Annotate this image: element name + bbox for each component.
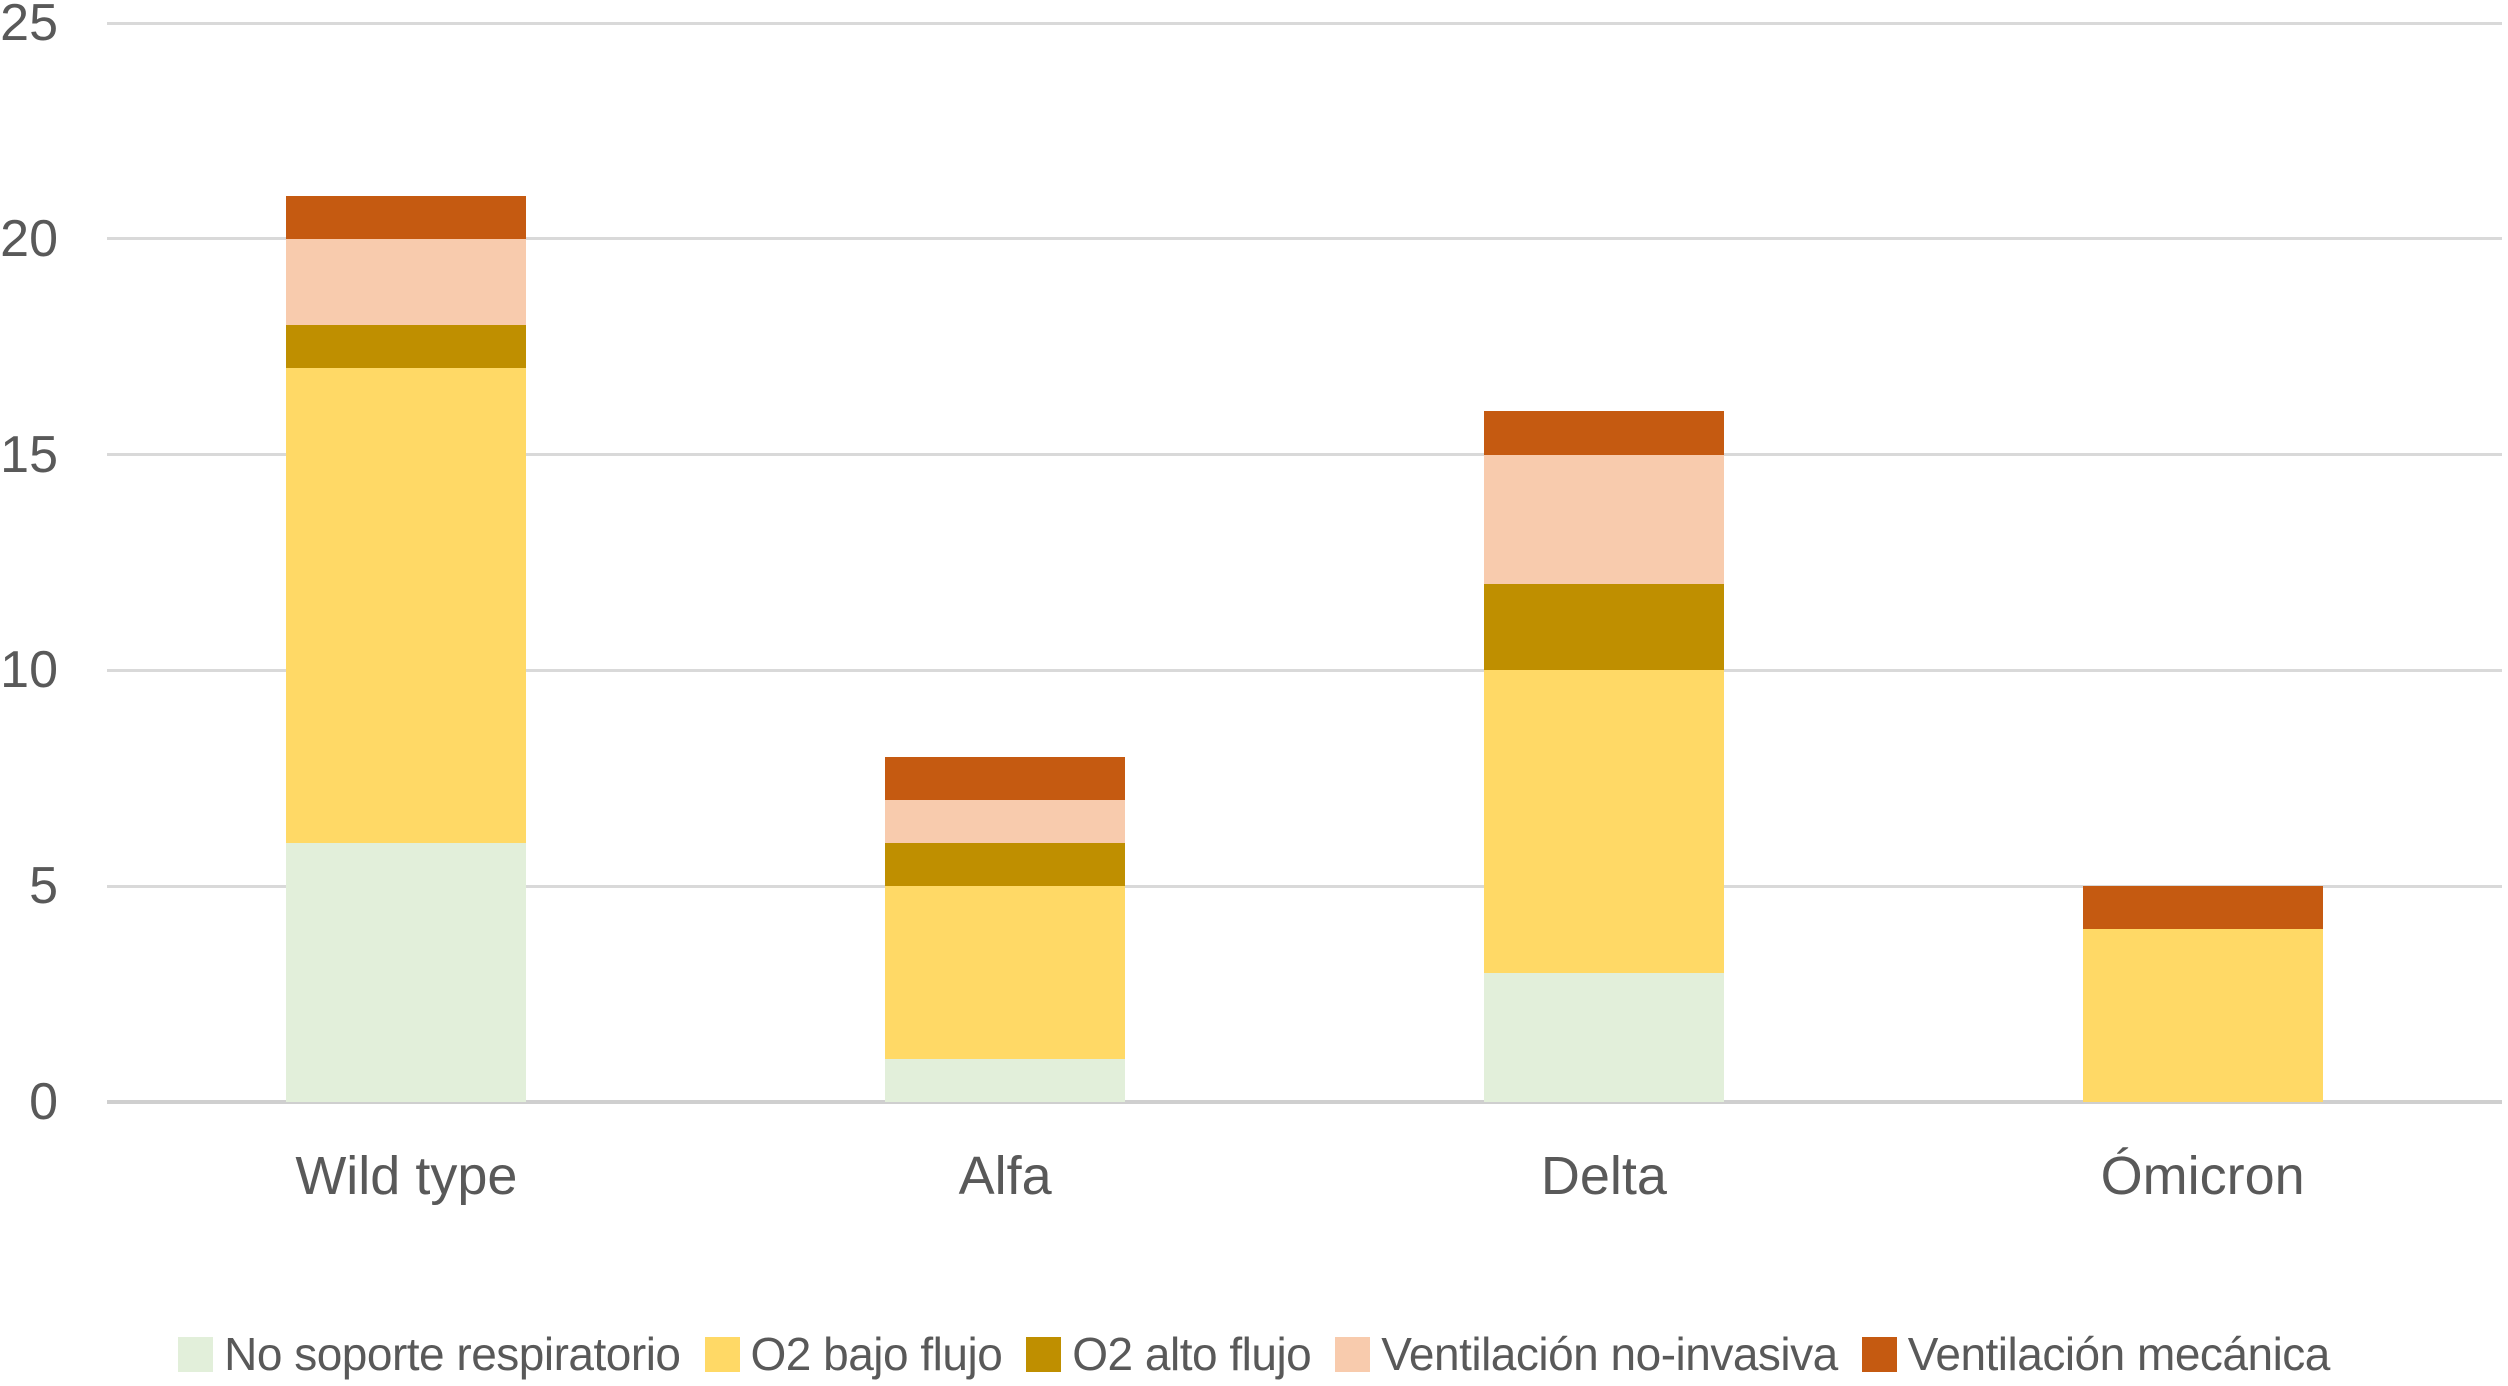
legend: No soporte respiratorio O2 bajo flujo O2 a…	[0, 1322, 2508, 1386]
bar-segment-delta-o2-alto-flujo	[1483, 584, 1724, 671]
legend-label-ventilaci-n-no-invasiva: Ventilación no-invasiva	[1381, 1328, 1838, 1380]
legend-marker-o2-bajo-flujo	[704, 1336, 740, 1372]
bar-segment-alfa-ventilaci-n-no-invasiva	[885, 799, 1126, 844]
gridline-y-5	[107, 884, 2502, 888]
y-axis-tick-label-15: 15	[0, 425, 58, 484]
bar-segment-delta-no-soporte-respiratorio	[1483, 972, 1724, 1102]
gridline-y-20	[107, 237, 2502, 241]
bar-segment-alfa-no-soporte-respiratorio	[885, 1058, 1126, 1102]
legend-marker-o2-alto-flujo	[1026, 1336, 1062, 1372]
bar-segment-wild-type-ventilaci-n-no-invasiva	[286, 238, 527, 326]
y-axis-tick-label-20: 20	[0, 209, 58, 268]
x-axis-label-alfa: Alfa	[958, 1146, 1052, 1206]
legend-label-o2-bajo-flujo: O2 bajo flujo	[750, 1328, 1003, 1380]
bar-segment-alfa-o2-bajo-flujo	[885, 886, 1126, 1059]
x-axis-label-delta: Delta	[1540, 1146, 1667, 1206]
gridline-y-25	[107, 21, 2502, 25]
legend-label-ventilaci-n-mec-nica: Ventilación mecánica	[1907, 1328, 2331, 1380]
gridline-y-10	[107, 668, 2502, 672]
bar-segment-wild-type-o2-bajo-flujo	[286, 368, 527, 844]
bar-segment-wild-type-no-soporte-respiratorio	[286, 843, 527, 1102]
legend-item-no-soporte-respiratorio: No soporte respiratorio	[178, 1328, 681, 1380]
legend-label-no-soporte-respiratorio: No soporte respiratorio	[224, 1328, 681, 1380]
x-axis-label-micron: Ómicron	[2100, 1146, 2305, 1206]
gridline-y-15	[107, 453, 2502, 457]
legend-item-o2-bajo-flujo: O2 bajo flujo	[704, 1328, 1003, 1380]
bar-segment-micron-o2-bajo-flujo	[2082, 929, 2323, 1102]
y-axis-tick-label-10: 10	[0, 641, 58, 700]
bar-segment-delta-ventilaci-n-mec-nica	[1483, 411, 1724, 455]
bar-segment-alfa-ventilaci-n-mec-nica	[885, 756, 1126, 800]
bar-segment-delta-ventilaci-n-no-invasiva	[1483, 454, 1724, 585]
bar-segment-wild-type-o2-alto-flujo	[286, 325, 527, 369]
bar-segment-wild-type-ventilaci-n-mec-nica	[286, 195, 527, 239]
legend-label-o2-alto-flujo: O2 alto flujo	[1072, 1328, 1312, 1380]
x-axis-baseline	[107, 1100, 2502, 1104]
y-axis-tick-label-5: 5	[29, 857, 58, 916]
bar-segment-alfa-o2-alto-flujo	[885, 843, 1126, 887]
legend-marker-ventilaci-n-mec-nica	[1861, 1336, 1897, 1372]
x-axis-label-wild-type: Wild type	[295, 1146, 518, 1206]
legend-item-o2-alto-flujo: O2 alto flujo	[1026, 1328, 1312, 1380]
bar-segment-delta-o2-bajo-flujo	[1483, 670, 1724, 973]
y-axis-tick-label-0: 0	[29, 1073, 58, 1131]
y-axis-tick-label-25: 25	[0, 0, 58, 52]
bar-segment-micron-ventilaci-n-mec-nica	[2082, 886, 2323, 930]
legend-item-ventilaci-n-no-invasiva: Ventilación no-invasiva	[1335, 1328, 1838, 1380]
legend-marker-no-soporte-respiratorio	[178, 1336, 214, 1372]
legend-marker-ventilaci-n-no-invasiva	[1335, 1336, 1371, 1372]
legend-item-ventilaci-n-mec-nica: Ventilación mecánica	[1861, 1328, 2331, 1380]
